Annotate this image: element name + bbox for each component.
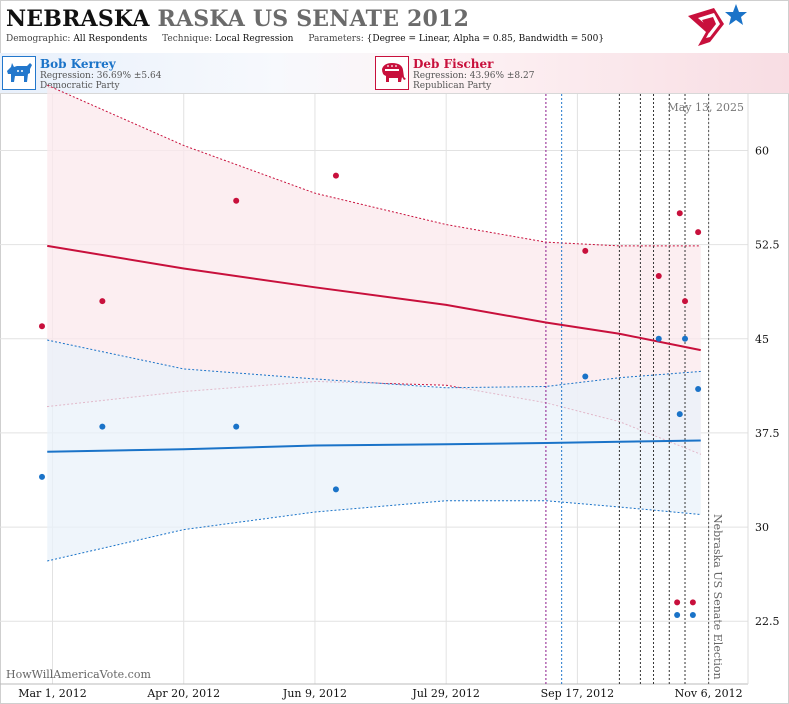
chart-header: NEBRASKA RASKA US SENATE 2012 Demographi…	[0, 0, 789, 52]
y-tick-label: 30	[755, 521, 769, 534]
demographic-value: All Respondents	[73, 34, 148, 44]
poll-point-rep	[674, 599, 681, 606]
y-tick-label: 45	[755, 333, 769, 346]
poll-point-dem	[655, 335, 662, 342]
poll-point-dem	[99, 423, 106, 430]
poll-point-dem	[38, 473, 45, 480]
elephant-icon	[375, 56, 409, 90]
poll-point-rep	[582, 247, 589, 254]
poll-point-dem	[582, 373, 589, 380]
parameters-line: Demographic: All Respondents Technique: …	[6, 34, 616, 44]
candidate-party: Republican Party	[413, 81, 492, 91]
chart-title: NEBRASKA RASKA US SENATE 2012	[6, 6, 469, 32]
x-tick-label: Jun 9, 2012	[282, 687, 347, 700]
poll-point-dem	[332, 486, 339, 493]
poll-point-dem	[695, 386, 702, 392]
candidate-party: Democratic Party	[40, 81, 120, 91]
poll-point-rep	[689, 599, 696, 606]
parameters-key: Parameters:	[308, 34, 364, 44]
y-tick-label: 37.5	[755, 427, 780, 440]
title-rest: RASKA US SENATE 2012	[157, 6, 470, 32]
y-tick-label: 60	[755, 144, 769, 157]
x-tick-label: Apr 20, 2012	[146, 687, 220, 700]
demographic-key: Demographic:	[6, 34, 71, 44]
band-upper-dem	[47, 339, 701, 389]
y-tick-label: 52.5	[755, 239, 780, 252]
event-label: Nebraska US Senate Election	[711, 514, 724, 680]
x-tick-label: Jul 29, 2012	[411, 687, 480, 700]
band-upper-rep	[47, 84, 701, 247]
candidate-name: Deb Fischer	[413, 57, 494, 71]
candidate-name: Bob Kerrey	[40, 57, 116, 71]
poll-points	[38, 172, 702, 618]
x-tick-label: Sep 17, 2012	[541, 687, 615, 700]
x-tick-label: Nov 6, 2012	[675, 687, 743, 700]
confidence-bands	[47, 84, 701, 562]
band-dem	[47, 340, 701, 561]
band-rep	[47, 85, 701, 455]
poll-point-rep	[233, 197, 240, 204]
parameters-value: {Degree = Linear, Alpha = 0.85, Bandwidt…	[366, 34, 605, 44]
candidate-regression: Regression: 36.69% ±5.64	[40, 71, 162, 81]
trend-line-dem	[47, 439, 701, 453]
date-label: May 13, 2025	[667, 101, 744, 114]
trend-lines	[47, 244, 701, 453]
technique-value: Local Regression	[215, 34, 294, 44]
legend-item-fischer[interactable]: Deb Fischer Regression: 43.96% ±8.27 Rep…	[375, 56, 675, 91]
technique-key: Technique:	[162, 34, 213, 44]
candidate-legend: Bob Kerrey Regression: 36.69% ±5.64 Demo…	[0, 53, 789, 94]
y-axis-labels: 22.5 30 37.5 45 52.5 60	[755, 144, 780, 628]
x-axis-labels: Mar 1, 2012 Apr 20, 2012 Jun 9, 2012 Jul 29…	[18, 687, 742, 700]
watermark: HowWillAmericaVote.com	[6, 668, 151, 681]
poll-point-dem	[682, 335, 689, 342]
poll-point-dem	[233, 423, 240, 430]
poll-point-rep	[655, 273, 662, 280]
poll-point-dem	[676, 411, 683, 418]
poll-point-rep	[682, 298, 689, 305]
donkey-icon	[2, 56, 36, 90]
poll-point-rep	[695, 229, 702, 236]
candidate-regression: Regression: 43.96% ±8.27	[413, 71, 535, 81]
poll-point-rep	[676, 210, 683, 217]
title-state: NEBRASKA	[6, 6, 150, 32]
site-logo-icon	[688, 4, 747, 46]
poll-point-rep	[38, 323, 45, 330]
trend-line-rep	[47, 244, 701, 352]
legend-item-kerrey[interactable]: Bob Kerrey Regression: 36.69% ±5.64 Demo…	[2, 56, 302, 91]
poll-point-rep	[99, 298, 106, 305]
poll-point-rep	[332, 172, 339, 179]
poll-point-dem	[689, 611, 696, 618]
poll-point-dem	[674, 611, 681, 618]
x-tick-label: Mar 1, 2012	[18, 687, 87, 700]
y-tick-label: 22.5	[755, 615, 780, 628]
